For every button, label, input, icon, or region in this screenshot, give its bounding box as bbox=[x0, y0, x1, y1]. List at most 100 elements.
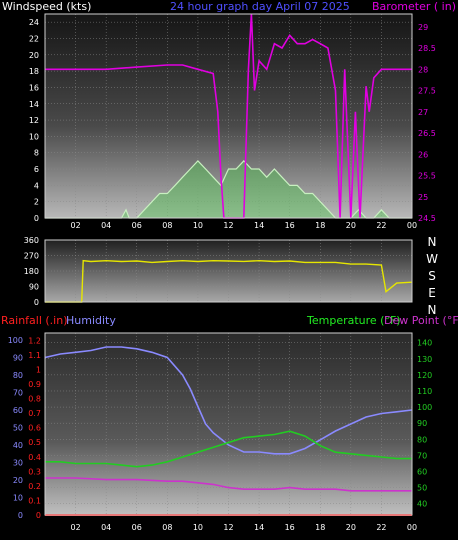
direction-series bbox=[45, 259, 413, 303]
rainfall-tick-label: 0.7 bbox=[28, 409, 41, 418]
compass-label: N bbox=[428, 303, 437, 317]
compass-label: W bbox=[426, 252, 438, 266]
hour-tick-label: 18 bbox=[315, 523, 325, 532]
compass-label: E bbox=[428, 286, 436, 300]
temperature-tick-label: 50 bbox=[417, 484, 427, 493]
barometer-tick-label: 26 bbox=[418, 150, 428, 159]
hour-tick-label: 06 bbox=[132, 523, 142, 532]
windspeed-axis-label: Windspeed (kts) bbox=[2, 0, 91, 13]
barometer-tick-label: 24.5 bbox=[418, 214, 436, 223]
hour-tick-label: 04 bbox=[101, 221, 111, 230]
humidity-tick-label: 50 bbox=[13, 424, 23, 433]
hour-tick-label: 16 bbox=[285, 221, 295, 230]
hour-tick-label: 18 bbox=[315, 221, 325, 230]
temperature-tick-label: 60 bbox=[417, 468, 427, 477]
rainfall-tick-label: 0.5 bbox=[28, 438, 41, 447]
temperature-tick-label: 110 bbox=[417, 387, 432, 396]
compass-label: S bbox=[428, 269, 436, 283]
humidity-tick-label: 60 bbox=[13, 406, 23, 415]
hour-tick-label: 00 bbox=[407, 523, 417, 532]
hour-tick-label: 08 bbox=[162, 523, 172, 532]
humidity-tick-label: 70 bbox=[13, 389, 23, 398]
direction-frame bbox=[44, 239, 413, 303]
humidity-tick-label: 40 bbox=[13, 441, 23, 450]
rainfall-tick-label: 0.9 bbox=[28, 380, 41, 389]
temperature-axis-label: Temperature (°F) bbox=[306, 314, 401, 327]
direction-tick-label: 270 bbox=[24, 252, 39, 261]
windspeed-tick-label: 20 bbox=[29, 51, 39, 60]
humidity-tick-label: 20 bbox=[13, 476, 23, 485]
wind-direction-line bbox=[45, 259, 413, 303]
hour-tick-label: 12 bbox=[223, 523, 233, 532]
barometer-tick-label: 28 bbox=[418, 65, 428, 74]
humidity-tick-label: 10 bbox=[13, 494, 23, 503]
rainfall-tick-label: 1 bbox=[36, 365, 41, 374]
windspeed-tick-label: 22 bbox=[29, 34, 39, 43]
wind-baro-frame bbox=[44, 13, 413, 219]
rainfall-tick-label: 1.2 bbox=[28, 336, 41, 345]
hour-tick-label: 08 bbox=[162, 221, 172, 230]
barometer-tick-label: 26.5 bbox=[418, 129, 436, 138]
barometer-tick-label: 27.5 bbox=[418, 87, 436, 96]
windspeed-area bbox=[45, 160, 412, 218]
humidity-tick-label: 80 bbox=[13, 371, 23, 380]
rainfall-tick-label: 0.8 bbox=[28, 395, 41, 404]
hour-tick-label: 22 bbox=[376, 523, 386, 532]
windspeed-tick-label: 10 bbox=[29, 132, 39, 141]
direction-tick-label: 360 bbox=[24, 236, 39, 245]
barometer-tick-label: 25.5 bbox=[418, 172, 436, 181]
windspeed-tick-label: 8 bbox=[34, 149, 39, 158]
hour-tick-label: 02 bbox=[70, 523, 80, 532]
windspeed-tick-label: 16 bbox=[29, 83, 39, 92]
rainfall-tick-label: 0 bbox=[36, 511, 41, 520]
rainfall-tick-label: 0.6 bbox=[28, 424, 41, 433]
hour-tick-label: 00 bbox=[407, 221, 417, 230]
direction-tick-label: 90 bbox=[29, 283, 39, 292]
wind-baro-gridlines bbox=[45, 14, 413, 219]
temp-hum-tick-labels: 4050607080901001101201301400102030405060… bbox=[8, 336, 433, 532]
rainfall-tick-label: 0.4 bbox=[28, 453, 41, 462]
barometer-tick-label: 25 bbox=[418, 193, 428, 202]
temperature-tick-label: 140 bbox=[417, 339, 432, 348]
hour-tick-label: 10 bbox=[193, 523, 203, 532]
hour-tick-label: 20 bbox=[346, 221, 356, 230]
temp-hum-frame bbox=[44, 332, 413, 516]
hour-tick-label: 22 bbox=[376, 221, 386, 230]
temperature-tick-label: 130 bbox=[417, 355, 432, 364]
barometer-tick-label: 27 bbox=[418, 108, 428, 117]
dewpoint-line bbox=[45, 477, 412, 492]
temperature-tick-label: 90 bbox=[417, 419, 427, 428]
barometer-tick-label: 29 bbox=[418, 23, 428, 32]
temperature-tick-label: 80 bbox=[417, 435, 427, 444]
rainfall-axis-label: Rainfall (.in) bbox=[1, 314, 68, 327]
humidity-axis-label: Humidity bbox=[66, 314, 116, 327]
humidity-tick-label: 0 bbox=[18, 511, 23, 520]
windspeed-tick-label: 6 bbox=[34, 165, 39, 174]
temperature-tick-label: 40 bbox=[417, 500, 427, 509]
hour-tick-label: 12 bbox=[223, 221, 233, 230]
barometer-line bbox=[45, 13, 412, 219]
temperature-tick-label: 100 bbox=[417, 403, 432, 412]
barometer-axis-label: Barometer ( in) bbox=[372, 0, 456, 13]
windspeed-tick-label: 2 bbox=[34, 198, 39, 207]
windspeed-tick-label: 0 bbox=[34, 214, 39, 223]
temperature-tick-label: 70 bbox=[417, 451, 427, 460]
compass-label: N bbox=[428, 235, 437, 249]
hour-tick-label: 06 bbox=[132, 221, 142, 230]
direction-tick-label: 0 bbox=[34, 298, 39, 307]
temperature-tick-label: 120 bbox=[417, 371, 432, 380]
hour-tick-label: 02 bbox=[70, 221, 80, 230]
barometer-tick-label: 28.5 bbox=[418, 44, 436, 53]
rainfall-tick-label: 0.2 bbox=[28, 482, 41, 491]
hour-tick-label: 16 bbox=[285, 523, 295, 532]
hour-tick-label: 20 bbox=[346, 523, 356, 532]
windspeed-tick-label: 4 bbox=[34, 181, 39, 190]
humidity-tick-label: 90 bbox=[13, 354, 23, 363]
rainfall-tick-label: 0.3 bbox=[28, 467, 41, 476]
dewpoint-axis-label: Dew Point (°F) bbox=[384, 314, 458, 327]
rainfall-tick-label: 0.1 bbox=[28, 496, 41, 505]
windspeed-tick-label: 14 bbox=[29, 100, 39, 109]
